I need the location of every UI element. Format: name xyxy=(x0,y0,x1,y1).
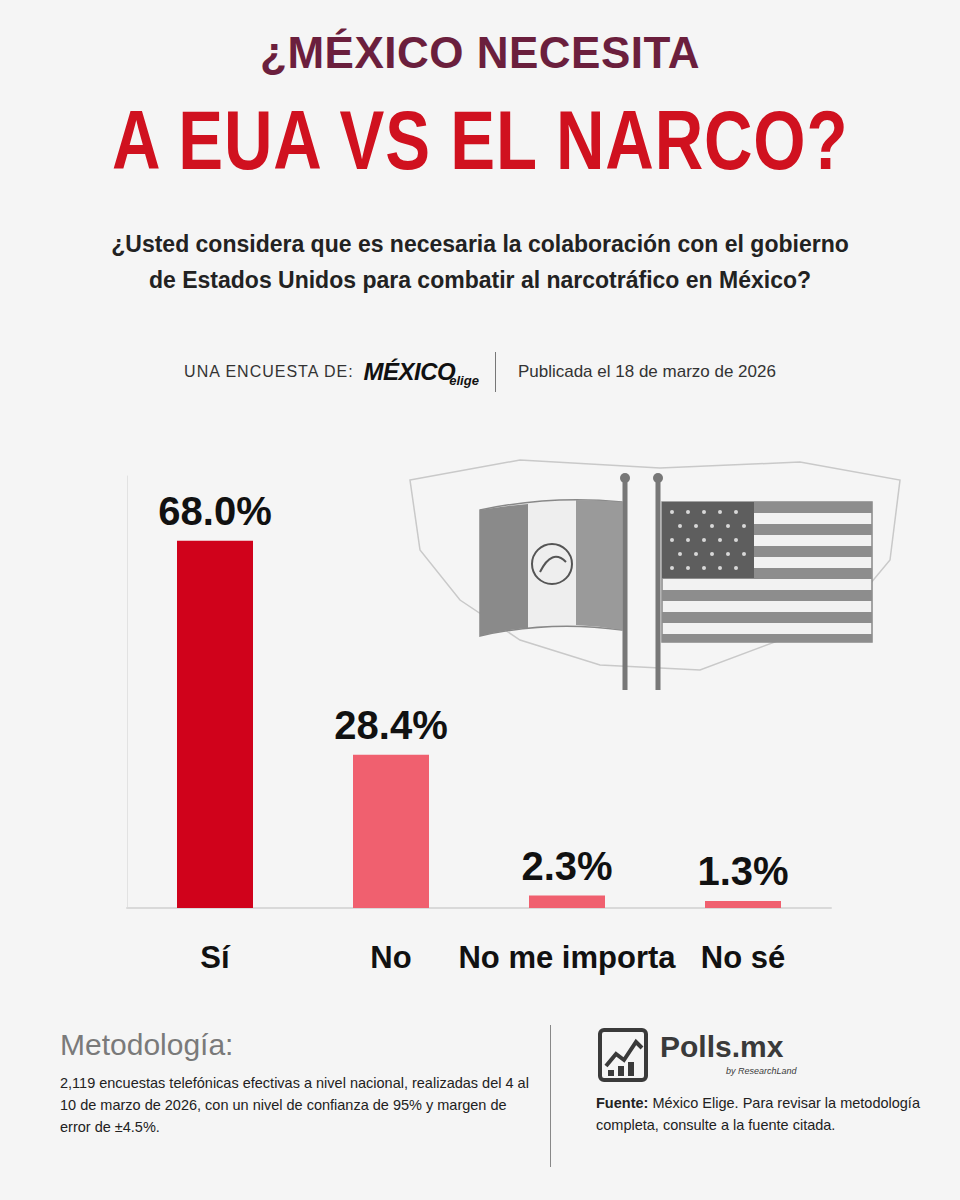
html-text:by ResearchLand: by ResearchLand xyxy=(726,1066,797,1076)
html-text:Metodología:: Metodología: xyxy=(60,1028,234,1061)
html-text:¿MÉXICO NECESITA: ¿MÉXICO NECESITA xyxy=(260,28,700,77)
svg-text:Sí: Sí xyxy=(200,940,231,975)
svg-text:68.0%: 68.0% xyxy=(158,489,271,533)
html-text:Fuente: México Elige. Para rev: Fuente: México Elige. Para revisar la me… xyxy=(596,1095,920,1133)
html-text:2,119 encuestas telefónicas ef: 2,119 encuestas telefónicas efectivas a … xyxy=(60,1075,529,1135)
html-text:elige: elige xyxy=(449,372,479,388)
svg-text:No me importa: No me importa xyxy=(458,940,676,975)
svg-text:1.3%: 1.3% xyxy=(697,849,788,893)
svg-text:No: No xyxy=(370,940,411,975)
svg-text:2.3%: 2.3% xyxy=(521,844,612,888)
html-text:A EUA VS EL NARCO?: A EUA VS EL NARCO? xyxy=(111,93,849,187)
svg-text:No sé: No sé xyxy=(701,940,785,975)
html-text:¿Usted considera que es necesa: ¿Usted considera que es necesaria la col… xyxy=(111,231,849,293)
html-text:UNA ENCUESTA DE: MÉXICO: UNA ENCUESTA DE: MÉXICO xyxy=(184,358,456,385)
html-text:Polls.mx: Polls.mx xyxy=(660,1030,784,1063)
html-text:Publicada el 18 de marzo de 20: Publicada el 18 de marzo de 2026 xyxy=(517,362,776,381)
svg-text:28.4%: 28.4% xyxy=(334,703,447,747)
